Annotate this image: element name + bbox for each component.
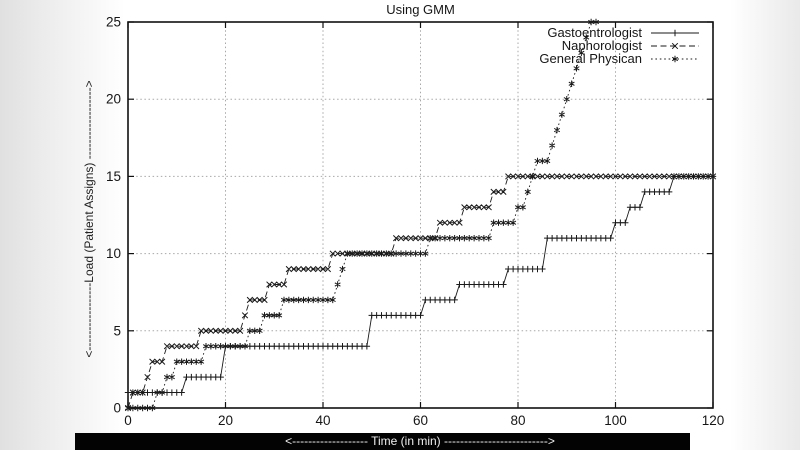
legend-sample-asterisk-icon [651,55,699,62]
legend-label: Gastoentrologist [547,25,642,40]
legend: Gastoentrologist Naphorologist General Phy… [539,26,700,65]
series-line-general-physican [128,21,596,409]
y-tick-label: 10 [106,246,121,261]
x-tick-label: 100 [604,413,627,428]
y-axis-label: <-----------------Load (Patient Assigns)… [82,80,96,358]
series-markers-general-physican [124,18,600,412]
chart-title: Using GMM [386,2,455,17]
x-tick-label: 0 [124,413,132,428]
legend-label: Naphorologist [561,38,642,53]
y-tick-label: 0 [113,401,121,416]
left-background-band [0,0,125,450]
x-tick-label: 20 [218,413,233,428]
legend-sample-cross-icon [651,42,699,49]
x-tick-label: 120 [702,413,725,428]
legend-item: Gastoentrologist [539,26,700,39]
legend-item: General Physican [539,52,700,65]
y-tick-label: 15 [106,169,121,184]
x-tick-label: 80 [510,413,525,428]
y-tick-label: 20 [106,92,121,107]
x-axis-label: <------------------- Time (in min) -----… [285,434,555,448]
right-background-band [730,0,800,450]
x-tick-label: 60 [413,413,428,428]
x-tick-label: 40 [315,413,330,428]
y-tick-label: 25 [106,15,121,30]
legend-sample-plus-icon [651,29,699,36]
series-markers-gastoentrologist [124,173,717,396]
bottom-letterbox-bar: <------------------- Time (in min) -----… [75,433,690,450]
legend-item: Naphorologist [539,39,700,52]
y-tick-label: 5 [113,323,121,338]
legend-label: General Physican [539,51,642,66]
